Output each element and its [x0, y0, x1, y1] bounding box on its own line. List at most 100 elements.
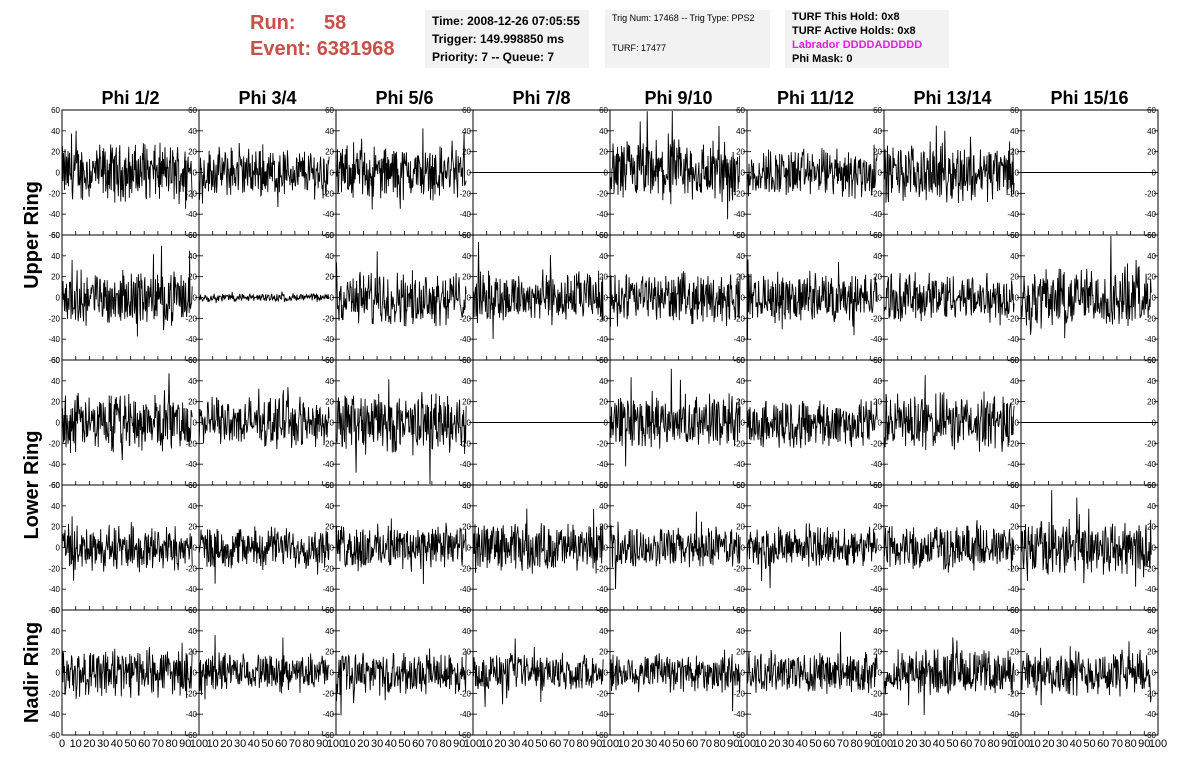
phi-mask-text: Phi Mask: 0 — [792, 53, 853, 65]
y-tick-label-right: 60 — [188, 481, 197, 490]
y-tick-label-right: -20 — [596, 189, 608, 198]
waveform-line — [335, 128, 467, 210]
y-tick-label: -20 — [48, 689, 60, 698]
y-tick-label-right: -40 — [733, 210, 745, 219]
x-tick-label: 90 — [590, 738, 602, 750]
event-value: 6381968 — [316, 38, 395, 60]
y-tick-label-right: 40 — [736, 627, 745, 636]
y-tick-label-right: 40 — [325, 252, 334, 261]
y-tick-label: -40 — [48, 335, 60, 344]
x-tick-label: 70 — [152, 738, 164, 750]
y-tick-label-right: -40 — [733, 460, 745, 469]
y-tick-label-right: -40 — [596, 460, 608, 469]
x-tick-label: 60 — [138, 738, 150, 750]
y-tick-label-right: 60 — [873, 481, 882, 490]
x-tick-label: 40 — [522, 738, 534, 750]
y-tick-label-right: -40 — [1144, 210, 1156, 219]
y-tick-label: -60 — [48, 606, 60, 615]
y-tick-label-right: -20 — [870, 439, 882, 448]
x-tick-label: 10 — [70, 738, 82, 750]
y-tick-label-right: -40 — [322, 710, 334, 719]
y-tick-label-right: 0 — [1015, 294, 1020, 303]
x-tick-label: 60 — [549, 738, 561, 750]
y-tick-label: 40 — [51, 252, 60, 261]
y-tick-label: -60 — [48, 731, 60, 740]
y-tick-label-right: -40 — [322, 460, 334, 469]
waveform-line — [746, 259, 878, 340]
x-tick-label: 40 — [1070, 738, 1082, 750]
y-tick-label-right: 60 — [462, 606, 471, 615]
x-tick-label: 100 — [190, 738, 208, 750]
y-tick-label-right: 60 — [873, 606, 882, 615]
x-tick-label: 20 — [768, 738, 780, 750]
x-tick-label: 40 — [796, 738, 808, 750]
y-tick-label-right: 40 — [462, 377, 471, 386]
x-tick-label: 10 — [207, 738, 219, 750]
x-tick-label: 60 — [412, 738, 424, 750]
waveform-line — [609, 368, 741, 467]
x-tick-label: 100 — [738, 738, 756, 750]
y-tick-label-right: -20 — [185, 689, 197, 698]
y-tick-label-right: 0 — [878, 669, 883, 678]
waveform-line — [746, 523, 878, 589]
y-tick-label-right: -40 — [1007, 710, 1019, 719]
y-tick-label-right: 20 — [736, 398, 745, 407]
y-tick-label-right: -20 — [733, 564, 745, 573]
x-tick-label: 20 — [357, 738, 369, 750]
x-tick-label: 80 — [850, 738, 862, 750]
y-tick-label: 20 — [51, 523, 60, 532]
y-tick-label-right: 20 — [1010, 648, 1019, 657]
y-tick-label-right: 40 — [599, 127, 608, 136]
column-title: Phi 15/16 — [1050, 88, 1128, 108]
y-tick-label-right: 40 — [188, 252, 197, 261]
y-tick-label-right: 60 — [325, 481, 334, 490]
run-event-box: Run: 58 Event: 6381968 — [250, 10, 395, 62]
y-tick-label-right: -60 — [1144, 731, 1156, 740]
y-tick-label-right: 0 — [193, 169, 198, 178]
y-tick-label-right: -40 — [1144, 585, 1156, 594]
y-tick-label-right: -40 — [459, 335, 471, 344]
y-tick-label-right: 0 — [193, 419, 198, 428]
x-tick-label: 40 — [933, 738, 945, 750]
y-tick-label-right: 0 — [878, 419, 883, 428]
y-tick-label-right: -20 — [459, 314, 471, 323]
y-tick-label-right: 0 — [1015, 169, 1020, 178]
y-tick-label-right: 60 — [736, 106, 745, 115]
y-tick-label-right: 40 — [736, 252, 745, 261]
y-tick-label-right: 40 — [1147, 252, 1156, 261]
y-tick-label-right: 40 — [1010, 127, 1019, 136]
y-tick-label-right: -20 — [733, 689, 745, 698]
y-tick-label-right: 20 — [325, 273, 334, 282]
y-tick-label-right: 0 — [604, 419, 609, 428]
y-tick-label-right: -40 — [1144, 710, 1156, 719]
y-tick-label: 0 — [56, 169, 61, 178]
y-tick-label-right: -40 — [1144, 460, 1156, 469]
x-tick-label: 20 — [220, 738, 232, 750]
trig-num-box: Trig Num: 17468 -- Trig Type: PPS2 TURF:… — [605, 10, 770, 68]
x-tick-label: 90 — [1138, 738, 1150, 750]
x-tick-label: 50 — [535, 738, 547, 750]
y-tick-label-right: 40 — [1010, 377, 1019, 386]
y-tick-label-right: 60 — [462, 481, 471, 490]
y-tick-label-right: 0 — [741, 544, 746, 553]
turf-text: TURF: 17477 — [612, 43, 667, 53]
column-title: Phi 11/12 — [777, 88, 854, 108]
x-tick-label: 10 — [892, 738, 904, 750]
x-tick-label: 20 — [494, 738, 506, 750]
y-tick-label-right: 40 — [462, 502, 471, 511]
y-tick-label-right: 60 — [1010, 231, 1019, 240]
y-tick-label-right: 40 — [873, 252, 882, 261]
y-tick-label-right: 0 — [467, 419, 472, 428]
y-tick-label-right: 20 — [1010, 148, 1019, 157]
y-tick-label-right: 40 — [1147, 502, 1156, 511]
y-tick-label-right: 40 — [1147, 377, 1156, 386]
x-tick-label: 90 — [179, 738, 191, 750]
waveform-line — [609, 271, 741, 327]
y-tick-label-right: -20 — [1007, 439, 1019, 448]
y-tick-label-right: 60 — [736, 606, 745, 615]
waveform-line — [198, 142, 330, 208]
y-tick-label-right: 60 — [873, 356, 882, 365]
y-tick-label-right: -40 — [185, 460, 197, 469]
y-tick-label-right: 0 — [1152, 294, 1157, 303]
